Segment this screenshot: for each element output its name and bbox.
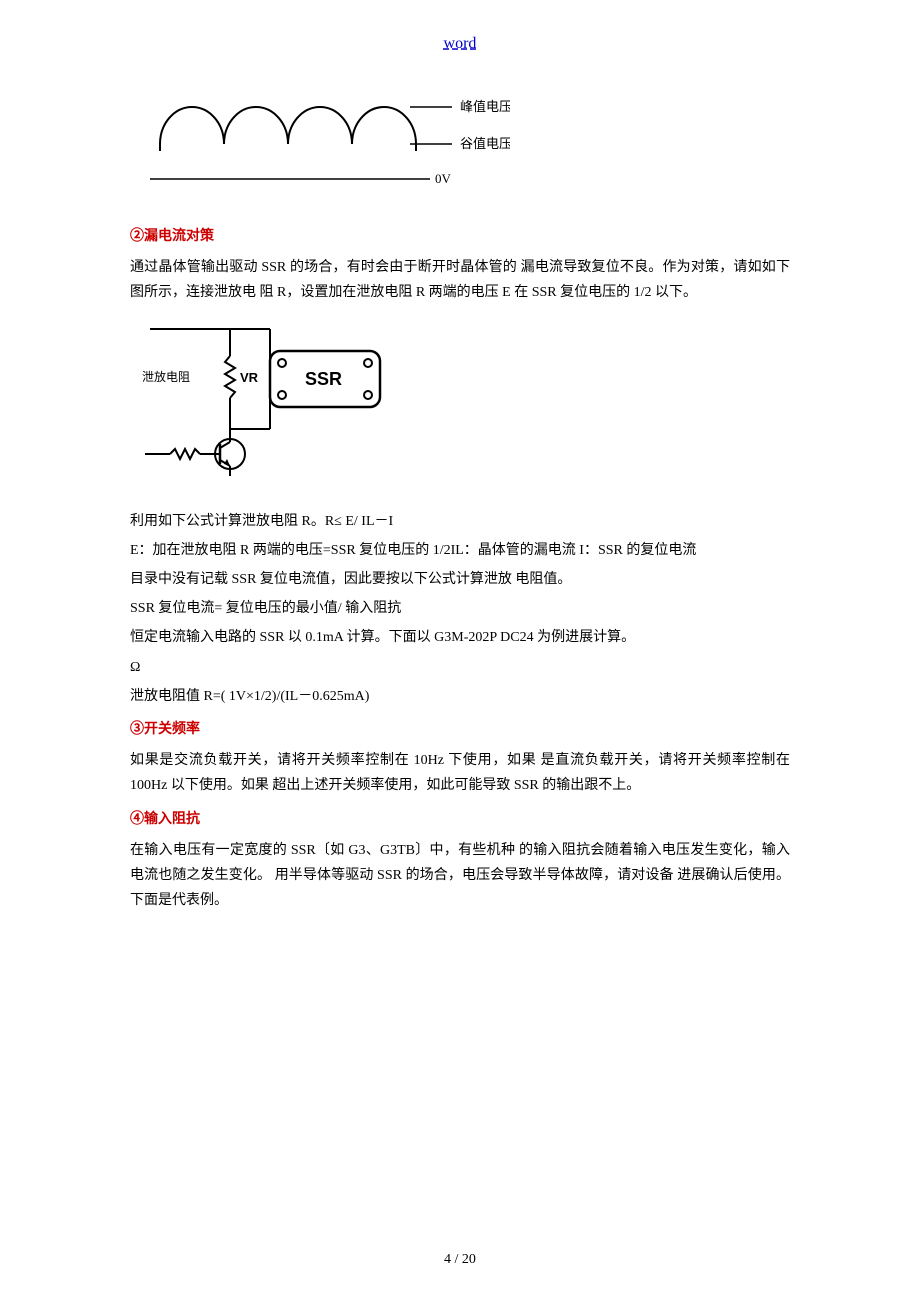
zero-label: 0V (435, 171, 452, 186)
peak-label: 峰值电压 (460, 99, 510, 114)
formula-para6: Ω (130, 655, 790, 680)
section2-para1: 通过晶体管输出驱动 SSR 的场合，有时会由于断开时晶体管的 漏电流导致复位不良… (130, 255, 790, 305)
section4-para1: 在输入电压有一定宽度的 SSR〔如 G3、G3TB〕中，有些机种 的输入阻抗会随… (130, 838, 790, 914)
circuit-svg: 泄放电阻 VR SSR (130, 314, 410, 484)
formula-para1: 利用如下公式计算泄放电阻 R。R≤ E/ IL－I (130, 509, 790, 534)
figure-circuit: 泄放电阻 VR SSR (130, 314, 790, 493)
header-link-text[interactable]: word (444, 35, 477, 52)
vr-label: VR (240, 370, 259, 385)
waveform-svg: 峰值电压 谷值电压 0V (130, 89, 510, 199)
figure-waveform: 峰值电压 谷值电压 0V (130, 89, 790, 208)
formula-para2: E：加在泄放电阻 R 两端的电压=SSR 复位电压的 1/2IL：晶体管的漏电流… (130, 538, 790, 563)
header-link: word (130, 30, 790, 59)
section3-para1: 如果是交流负载开关，请将开关频率控制在 10Hz 下使用，如果 是直流负载开关，… (130, 748, 790, 798)
formula-para3: 目录中没有记载 SSR 复位电流值，因此要按以下公式计算泄放 电阻值。 (130, 567, 790, 592)
section3-title: ③开关频率 (130, 717, 790, 742)
section4-title: ④输入阻抗 (130, 807, 790, 832)
page-number: 4 / 20 (0, 1247, 920, 1272)
valley-label: 谷值电压 (460, 136, 510, 151)
section2-title: ②漏电流对策 (130, 224, 790, 249)
formula-para4: SSR 复位电流= 复位电压的最小值/ 输入阻抗 (130, 596, 790, 621)
resistor-label: 泄放电阻 (142, 369, 190, 384)
formula-para5: 恒定电流输入电路的 SSR 以 0.1mA 计算。下面以 G3M-202P DC… (130, 625, 790, 650)
formula-para7: 泄放电阻值 R=( 1V×1/2)/(IL－0.625mA) (130, 684, 790, 709)
ssr-label: SSR (305, 369, 342, 389)
document-page: word 峰值电压 谷值电压 0V ②漏电流对策 通过晶体管输出驱动 SSR 的… (0, 0, 920, 1302)
